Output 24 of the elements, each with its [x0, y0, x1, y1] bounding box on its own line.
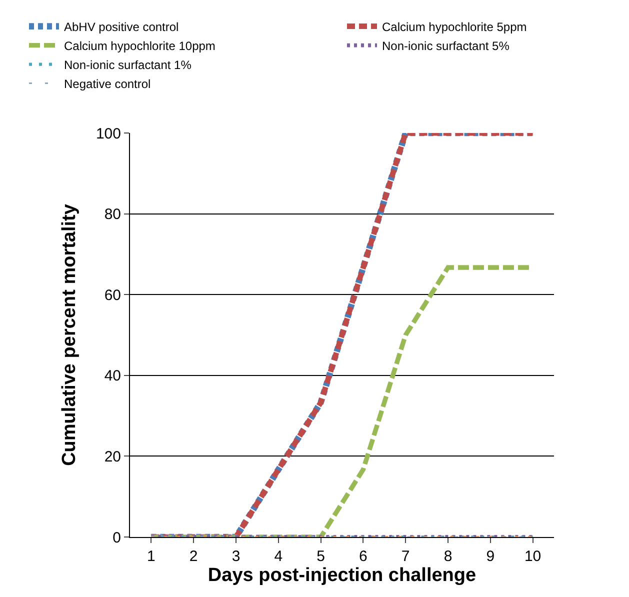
x-tick-label: 9	[486, 548, 495, 565]
legend-label: Negative control	[64, 76, 151, 91]
x-axis-title: Days post-injection challenge	[208, 565, 476, 586]
x-tick-label: 4	[274, 548, 283, 565]
y-tick-label: 80	[104, 206, 121, 224]
y-axis-title: Cumulative percent mortality	[58, 204, 80, 466]
y-tick-label: 40	[104, 368, 121, 385]
x-tick-label: 5	[316, 548, 325, 565]
legend-label: Non-ionic surfactant 1%	[64, 58, 192, 72]
legend-label: Non-ionic surfactant 5%	[382, 38, 510, 53]
legend-label: Calcium hypochlorite 10ppm	[64, 38, 216, 53]
x-tick-label: 10	[524, 548, 542, 565]
legend-label: Calcium hypochlorite 5ppm	[382, 20, 527, 34]
x-tick-label: 2	[189, 548, 198, 565]
x-tick-label: 8	[444, 548, 452, 565]
x-tick-label: 6	[359, 548, 368, 565]
y-tick-label: 60	[104, 286, 121, 304]
legend-label: AbHV positive control	[64, 20, 179, 34]
y-tick-label: 0	[112, 529, 121, 546]
x-tick-label: 1	[147, 548, 156, 565]
x-tick-label: 3	[232, 548, 240, 565]
y-tick-label: 20	[104, 448, 121, 466]
x-tick-label: 7	[401, 548, 410, 565]
y-tick-label: 100	[96, 125, 121, 142]
